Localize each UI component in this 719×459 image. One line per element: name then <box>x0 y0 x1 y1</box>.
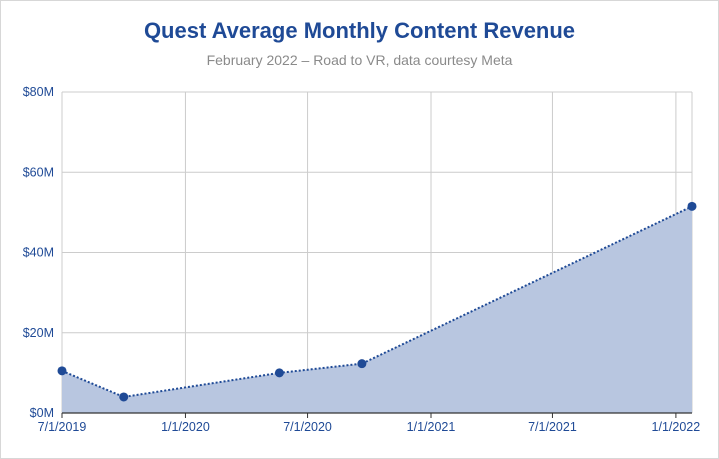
data-point <box>274 368 284 378</box>
y-tick-label: $40M <box>23 246 54 260</box>
y-tick-label: $0M <box>30 406 54 420</box>
axis-layer <box>61 412 692 418</box>
data-point <box>357 359 367 369</box>
y-tick-label: $20M <box>23 326 54 340</box>
x-tick-label: 1/1/2022 <box>652 420 701 434</box>
x-tick-label: 1/1/2020 <box>161 420 210 434</box>
y-tick-label: $80M <box>23 85 54 99</box>
data-point <box>119 392 129 402</box>
x-tick-label: 7/1/2019 <box>38 420 87 434</box>
data-point <box>57 366 67 376</box>
chart-subtitle: February 2022 – Road to VR, data courtes… <box>206 52 513 68</box>
x-tick-label: 7/1/2021 <box>528 420 577 434</box>
chart-title: Quest Average Monthly Content Revenue <box>143 18 576 43</box>
y-tick-label: $60M <box>23 165 54 179</box>
area-layer <box>57 201 697 413</box>
data-point <box>687 201 697 211</box>
series-area <box>62 206 692 413</box>
x-tick-label: 7/1/2020 <box>283 420 332 434</box>
x-tick-label: 1/1/2021 <box>407 420 456 434</box>
label-layer: $0M $20M $40M $60M $80M 7/1/2019 1/1/2020 7/1/2… <box>23 85 701 434</box>
